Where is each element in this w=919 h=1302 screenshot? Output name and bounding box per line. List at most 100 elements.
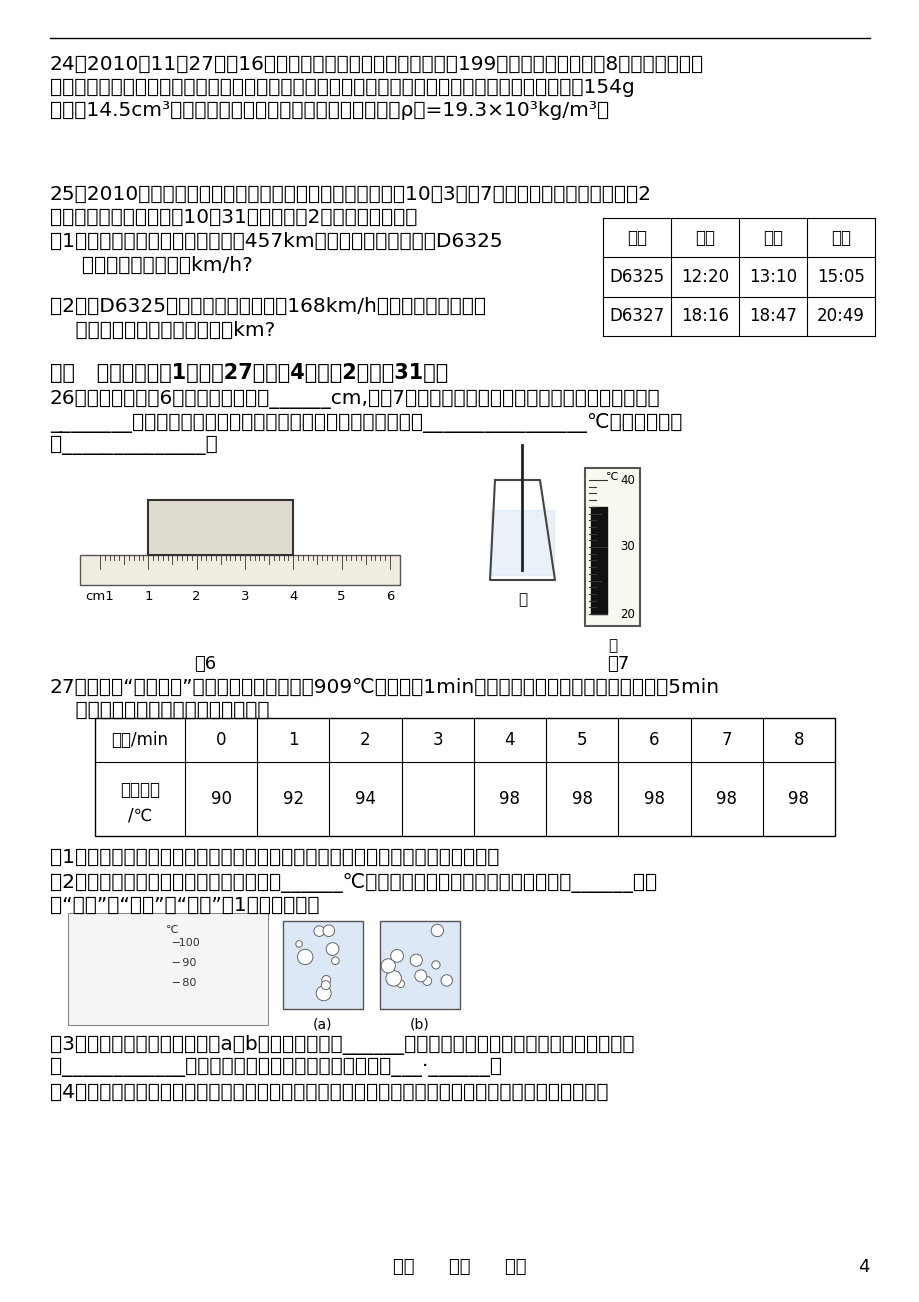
Text: 40: 40: [619, 474, 634, 487]
Text: 25、2010年国庆期间由于我市往返厦门的客流火爆，本定于10月3日至7日期间增开的福鼎至厦门的2: 25、2010年国庆期间由于我市往返厦门的客流火爆，本定于10月3日至7日期间增…: [50, 185, 652, 204]
Circle shape: [385, 970, 401, 986]
Bar: [584, 467, 640, 626]
Text: /℃: /℃: [128, 806, 152, 824]
Text: （1）某次数据没有记录，当时温度计示数如图所示，请将漏填的数据填在表格内。: （1）某次数据没有记录，当时温度计示数如图所示，请将漏填的数据填在表格内。: [50, 848, 499, 867]
Text: 五、   实验题（每空1分，第27题第（4）小题2分，全31分）: 五、 实验题（每空1分，第27题第（4）小题2分，全31分）: [50, 363, 448, 383]
Text: 时间/min: 时间/min: [111, 730, 168, 749]
Text: 甲: 甲: [517, 592, 527, 607]
Text: 13:10: 13:10: [748, 268, 796, 286]
Circle shape: [297, 949, 312, 965]
Text: 98: 98: [788, 790, 809, 807]
Text: 4: 4: [505, 730, 515, 749]
Circle shape: [316, 986, 331, 1001]
Text: 种____________的汽化现象。沸腾后继续加热它的温度___·______。: 种____________的汽化现象。沸腾后继续加热它的温度___·______…: [50, 1059, 502, 1077]
Text: 乙: 乙: [607, 638, 617, 654]
Text: ─100: ─100: [172, 937, 199, 948]
Circle shape: [410, 954, 422, 966]
Bar: [148, 500, 293, 555]
Text: 90: 90: [210, 790, 232, 807]
Text: 12:20: 12:20: [680, 268, 728, 286]
Text: 27、在探究“水的沸腾”的实验中，当水温升到909℃时，每隔1min记录一次温度计的示数，直到水沸腾5min: 27、在探究“水的沸腾”的实验中，当水温升到909℃时，每隔1min记录一次温度…: [50, 678, 720, 697]
Text: 次列车的速度为多少km/h?: 次列车的速度为多少km/h?: [50, 256, 253, 275]
Text: 98: 98: [715, 790, 736, 807]
Bar: [283, 921, 363, 1009]
Text: D6327: D6327: [608, 307, 664, 326]
Circle shape: [296, 940, 302, 947]
Text: 0: 0: [216, 730, 226, 749]
Text: cm1: cm1: [85, 590, 114, 603]
Text: （2）若D6325次列车从福鼎到宁德以168km/h的速度匀速行驶，试: （2）若D6325次列车从福鼎到宁德以168km/h的速度匀速行驶，试: [50, 297, 485, 316]
Text: 6: 6: [385, 590, 393, 603]
Text: 应______________。: 应______________。: [50, 436, 218, 456]
Text: 3: 3: [432, 730, 443, 749]
Circle shape: [321, 980, 330, 990]
Text: 92: 92: [282, 790, 303, 807]
Text: 体积为14.5cm³请通过计算判断金牌是否为纯金制造的？（ρ金=19.3×10³kg/m³）: 体积为14.5cm³请通过计算判断金牌是否为纯金制造的？（ρ金=19.3×10³…: [50, 102, 608, 120]
Text: D6325: D6325: [608, 268, 664, 286]
Circle shape: [431, 961, 439, 969]
Text: （3）在实验过程中观察到右边a、b两种情景，其中______是水沸腾时的情景，由此可以看出沸腾是一: （3）在实验过程中观察到右边a、b两种情景，其中______是水沸腾时的情景，由…: [50, 1035, 634, 1055]
Text: 98: 98: [571, 790, 592, 807]
Text: 8: 8: [793, 730, 803, 749]
Text: ________；纠正错误后，温度计示数如图乙所示，则液体温度为________________℃，读数时视线: ________；纠正错误后，温度计示数如图乙所示，则液体温度为________…: [50, 413, 682, 434]
Text: （4）在探究结束后，四位同学分别交流展示了自己所绘制的水的温度和时间关系的曲线，如下图所示。: （4）在探究结束后，四位同学分别交流展示了自己所绘制的水的温度和时间关系的曲线，…: [50, 1083, 607, 1101]
Text: 福鼎: 福鼎: [694, 229, 714, 246]
Text: 26、小英同学按图6被测物体的长度是______cm,按图7中的甲所示的方法测量液体温度，其错误之处是: 26、小英同学按图6被测物体的长度是______cm,按图7中的甲所示的方法测量…: [50, 391, 660, 409]
Text: 对动车将延长开行时间至10月31日。以下是2列动车的时刻表：: 对动车将延长开行时间至10月31日。以下是2列动车的时刻表：: [50, 208, 417, 227]
Text: 图6: 图6: [194, 655, 216, 673]
Text: 图为广州亚运金牌的图片正面为亚奥理事会会徽，背面为本届广州亚运会会徽和水纹图案，其质量为154g: 图为广州亚运金牌的图片正面为亚奥理事会会徽，背面为本届广州亚运会会徽和水纹图案，…: [50, 78, 634, 98]
Text: 2: 2: [192, 590, 200, 603]
Text: 24、2010年11月27日第16届广州亚运会落底，中国代表团获得199枚金牌，金牌榜连续8届蟉联第一，右: 24、2010年11月27日第16届广州亚运会落底，中国代表团获得199枚金牌，…: [50, 55, 703, 74]
Circle shape: [322, 975, 330, 984]
Text: 图7: 图7: [607, 655, 629, 673]
Text: ─ 90: ─ 90: [172, 958, 196, 967]
Text: 98: 98: [643, 790, 664, 807]
Text: 1: 1: [144, 590, 153, 603]
Text: 厦门: 厦门: [830, 229, 850, 246]
Circle shape: [414, 970, 426, 982]
Bar: [95, 717, 834, 836]
Circle shape: [431, 924, 443, 936]
Text: （2）根据表中实验数据，可知水的沸点是______℃；由水的沸点，可判断出当时的大气压______（选: （2）根据表中实验数据，可知水的沸点是______℃；由水的沸点，可判断出当时的…: [50, 874, 656, 893]
Text: 30: 30: [619, 540, 634, 553]
Text: 18:16: 18:16: [680, 307, 728, 326]
Bar: [68, 913, 267, 1025]
Text: 98: 98: [499, 790, 520, 807]
Circle shape: [391, 949, 403, 962]
Text: 18:47: 18:47: [748, 307, 796, 326]
Circle shape: [313, 926, 324, 936]
Text: 4: 4: [289, 590, 297, 603]
Text: 宁德: 宁德: [762, 229, 782, 246]
Text: 填“高于”、“等于”或“低于”）1标准大气压。: 填“高于”、“等于”或“低于”）1标准大气压。: [50, 896, 319, 915]
Text: （1）动车从福鼎到厦门的路程约为457km，试计算从福鼎到厦门D6325: （1）动车从福鼎到厦门的路程约为457km，试计算从福鼎到厦门D6325: [50, 232, 502, 251]
Circle shape: [323, 924, 335, 936]
Circle shape: [396, 980, 404, 988]
Text: (a): (a): [312, 1017, 333, 1031]
Text: 20: 20: [619, 608, 634, 621]
Circle shape: [440, 975, 452, 986]
Bar: [380, 921, 460, 1009]
Text: 后停止读数，部分数据记录如下表：: 后停止读数，部分数据记录如下表：: [50, 700, 269, 720]
Circle shape: [303, 954, 312, 963]
Text: 用心      爱心      专心: 用心 爱心 专心: [392, 1258, 527, 1276]
Text: 1: 1: [288, 730, 299, 749]
Text: 15:05: 15:05: [816, 268, 864, 286]
Text: 5: 5: [337, 590, 346, 603]
Text: 94: 94: [355, 790, 376, 807]
Bar: [80, 555, 400, 585]
Text: 5: 5: [576, 730, 587, 749]
Circle shape: [423, 976, 431, 986]
Text: 6: 6: [649, 730, 659, 749]
Circle shape: [380, 958, 395, 973]
Text: 20:49: 20:49: [816, 307, 864, 326]
Text: 3: 3: [241, 590, 249, 603]
Circle shape: [331, 957, 339, 965]
Text: ─ 80: ─ 80: [172, 978, 196, 988]
Text: ℃: ℃: [165, 924, 178, 935]
Text: 求出福鼎到宁德的路程为多少km?: 求出福鼎到宁德的路程为多少km?: [50, 322, 275, 340]
Text: 7: 7: [720, 730, 732, 749]
Text: 车次: 车次: [627, 229, 646, 246]
Text: (b): (b): [410, 1017, 429, 1031]
Text: ℃: ℃: [606, 473, 618, 482]
Text: 2: 2: [360, 730, 370, 749]
